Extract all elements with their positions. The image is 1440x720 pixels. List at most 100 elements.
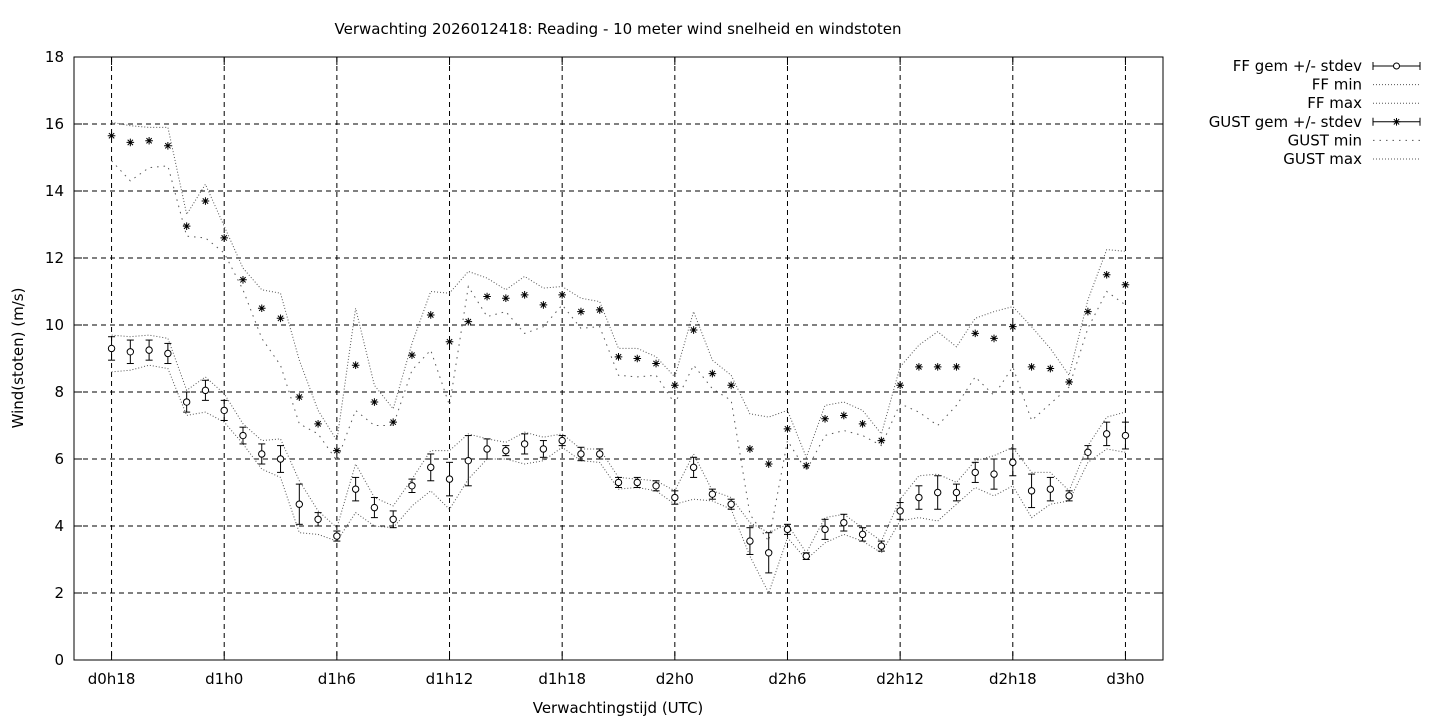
data-point-star <box>1046 364 1055 373</box>
y-axis: 0 2 4 6 8 10 12 14 16 18 <box>45 48 1163 669</box>
y-tick-label: 6 <box>54 450 64 468</box>
x-tick-label: d2h12 <box>876 670 924 688</box>
data-point <box>258 450 266 458</box>
data-point-star <box>952 363 961 371</box>
data-point-star <box>1027 363 1036 371</box>
data-point <box>1084 448 1092 456</box>
data-point-star <box>915 363 923 371</box>
x-tick-label: d1h18 <box>538 670 586 688</box>
data-point-star <box>107 131 116 140</box>
y-tick-label: 2 <box>54 584 64 602</box>
data-point-star <box>1121 281 1130 289</box>
x-tick-label: d1h12 <box>426 670 474 688</box>
plot-frame <box>73 56 1164 661</box>
data-point <box>201 386 210 395</box>
x-tick-label: d2h0 <box>656 670 694 688</box>
data-point-star <box>689 326 698 334</box>
data-point-star <box>1102 270 1111 279</box>
data-point-star <box>483 292 491 301</box>
data-point-star <box>671 381 679 390</box>
data-point <box>933 488 942 497</box>
series-ff-min <box>111 364 1126 595</box>
data-point-star <box>802 461 811 470</box>
data-point-star <box>1392 118 1401 126</box>
data-point <box>614 478 623 487</box>
data-point-star <box>858 420 867 428</box>
legend-item-ff-max: FF max <box>1307 94 1420 112</box>
y-tick-label: 16 <box>45 115 64 133</box>
series-layer <box>107 121 1130 595</box>
data-point-star <box>520 291 529 299</box>
data-point-star <box>840 411 848 420</box>
data-point <box>952 488 961 497</box>
data-point <box>727 500 735 508</box>
data-point-star <box>877 436 886 445</box>
legend-item-gust-min: GUST min <box>1288 131 1420 149</box>
data-point <box>539 445 548 453</box>
data-point <box>633 478 641 487</box>
data-point <box>276 455 285 463</box>
data-point <box>351 485 360 493</box>
data-point <box>802 552 810 560</box>
legend-label: FF max <box>1307 94 1362 112</box>
data-point <box>858 530 867 539</box>
data-point <box>220 406 228 415</box>
series-gust-max <box>111 121 1126 459</box>
x-tick-label: d3h0 <box>1106 670 1144 688</box>
x-axis-label: Verwachtingstijd (UTC) <box>533 699 704 717</box>
data-point <box>652 482 660 490</box>
y-tick-label: 10 <box>45 316 64 334</box>
data-point-star <box>201 197 210 205</box>
data-point-star <box>276 314 285 323</box>
data-point-star <box>746 445 754 453</box>
x-tick-label: d1h0 <box>205 670 243 688</box>
data-point <box>502 446 510 455</box>
data-point-star <box>539 301 548 309</box>
legend-label: FF min <box>1312 76 1362 94</box>
data-point <box>1046 485 1055 493</box>
data-point <box>708 490 717 498</box>
data-point-star <box>502 294 510 302</box>
data-point-star <box>633 354 642 363</box>
y-axis-label: Wind(stoten) (m/s) <box>9 288 27 429</box>
data-point <box>107 344 116 353</box>
data-point <box>126 348 135 356</box>
data-point-star <box>971 329 980 338</box>
data-point <box>765 549 773 557</box>
y-tick-label: 8 <box>54 383 64 401</box>
chart-title: Verwachting 2026012418: Reading - 10 met… <box>335 20 902 38</box>
data-point <box>689 463 698 472</box>
data-point-star <box>652 359 660 368</box>
grid-lines <box>74 57 1163 660</box>
data-point-star <box>295 393 304 401</box>
data-point-star <box>821 415 829 423</box>
data-point-star <box>370 398 379 406</box>
x-axis: d0h18 d1h0 d1h6 d1h12 d1h18 d2h0 d2h6 d2h12 d2h1… <box>88 57 1145 688</box>
series-gust-min <box>111 160 1126 543</box>
data-point-star <box>727 381 735 390</box>
data-point <box>558 436 566 445</box>
y-tick-label: 0 <box>54 651 64 669</box>
series-gust-gem-stdev <box>107 131 1130 470</box>
data-point <box>483 445 491 453</box>
data-point <box>971 468 979 477</box>
data-point-star <box>239 275 247 284</box>
data-point <box>427 463 435 472</box>
y-tick-label: 18 <box>45 48 64 66</box>
data-point <box>370 503 379 512</box>
legend-label: GUST max <box>1283 150 1362 168</box>
legend-item-gust-max: GUST max <box>1283 150 1420 168</box>
data-point <box>783 525 792 534</box>
series-ff-gem-stdev <box>107 336 1130 574</box>
data-point <box>182 398 191 406</box>
data-point-star <box>764 460 773 468</box>
data-point <box>821 525 829 534</box>
data-point-star <box>314 420 322 428</box>
data-point <box>1065 492 1073 500</box>
y-tick-label: 4 <box>54 517 64 535</box>
data-point-star <box>1065 378 1073 386</box>
data-point <box>389 515 397 523</box>
y-tick-label: 14 <box>45 182 64 200</box>
data-point-star <box>783 425 792 433</box>
